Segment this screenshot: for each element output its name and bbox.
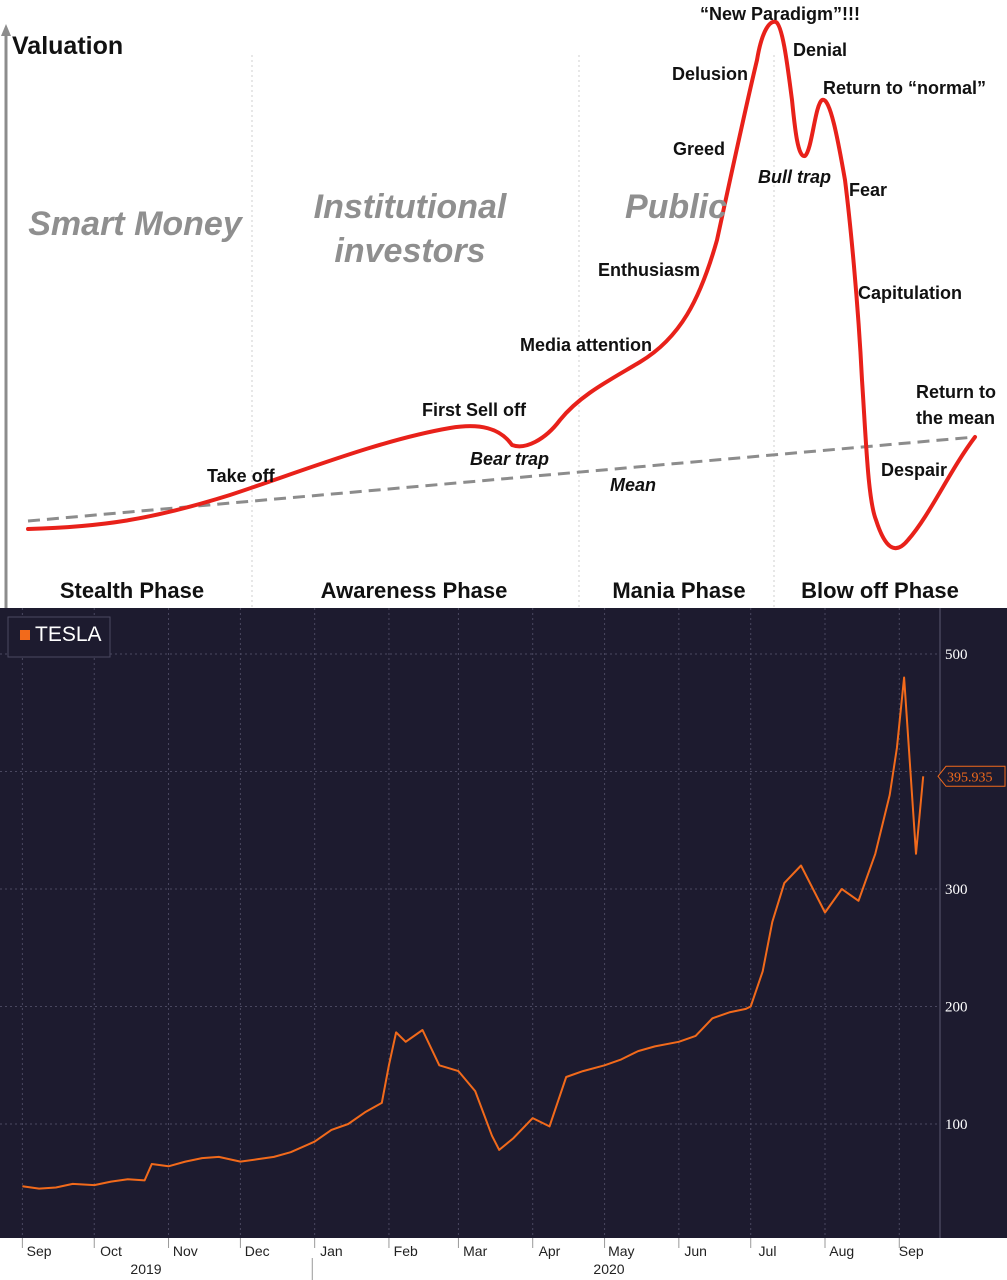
label-delusion: Delusion — [672, 64, 748, 84]
x-tick-label: Aug — [829, 1243, 854, 1259]
year-label: 2020 — [593, 1261, 624, 1277]
phase-label-blow-off: Blow off Phase — [801, 578, 959, 603]
y-tick-label: 300 — [945, 882, 968, 898]
crowd-label-smart-money: Smart Money — [28, 205, 244, 243]
x-tick-label: May — [608, 1243, 634, 1259]
y-tick-label: 500 — [945, 647, 968, 663]
year-label: 2019 — [130, 1261, 161, 1277]
tesla-price-chart: TESLA 100 200 300 500 395.935 Sep Oct Nov Dec J… — [0, 608, 1007, 1280]
last-value-label: 395.935 — [947, 770, 993, 785]
x-tick-label: Sep — [899, 1243, 924, 1259]
curve-annotations: Take off First Sell off Bear trap Media … — [207, 4, 996, 495]
x-tick-label: Jun — [684, 1243, 707, 1259]
label-take-off: Take off — [207, 466, 276, 486]
x-axis-strip — [0, 1238, 1007, 1280]
label-fear: Fear — [849, 180, 887, 200]
valuation-curve — [26, 19, 977, 551]
crowd-label-investors: investors — [334, 232, 485, 270]
label-greed: Greed — [673, 139, 725, 159]
last-value-marker: 395.935 — [937, 765, 1006, 787]
x-tick-label: Dec — [245, 1243, 270, 1259]
phase-label-awareness: Awareness Phase — [321, 578, 508, 603]
x-tick-label: Jul — [759, 1243, 777, 1259]
label-capitulation: Capitulation — [858, 283, 962, 303]
last-value-box — [937, 765, 1006, 787]
x-tick-label: Jan — [320, 1243, 343, 1259]
label-denial: Denial — [793, 40, 847, 60]
crowd-label-institutional: Institutional — [314, 188, 508, 226]
y-axis-label: Valuation — [12, 32, 123, 60]
x-tick-label: Sep — [27, 1243, 52, 1259]
label-media-attention: Media attention — [520, 335, 652, 355]
label-return-to-mean-line2: the mean — [916, 408, 995, 428]
phase-labels: Stealth Phase Awareness Phase Mania Phas… — [60, 578, 959, 603]
x-tick-label: Mar — [463, 1243, 487, 1259]
phase-label-stealth: Stealth Phase — [60, 578, 204, 603]
label-return-to-mean-line1: Return to — [916, 382, 996, 402]
label-despair: Despair — [881, 460, 947, 480]
legend-label: TESLA — [35, 623, 102, 646]
y-tick-label: 200 — [945, 1000, 968, 1016]
x-tick-label: Nov — [173, 1243, 198, 1259]
label-bull-trap: Bull trap — [758, 167, 831, 187]
x-tick-label: Feb — [394, 1243, 418, 1259]
legend-swatch — [20, 630, 30, 640]
tesla-price-line — [22, 676, 925, 1190]
y-tick-label: 100 — [945, 1117, 968, 1133]
grid — [0, 608, 941, 1238]
label-new-paradigm: “New Paradigm”!!! — [700, 4, 860, 24]
tesla-chart-svg: TESLA 100 200 300 500 395.935 Sep Oct Nov Dec J… — [0, 608, 1007, 1280]
crowd-label-public: Public — [625, 188, 727, 226]
label-mean: Mean — [610, 475, 656, 495]
y-axis-arrow-icon — [1, 24, 11, 36]
market-cycle-svg: Valuation Smart Money Institutional inve… — [1, 4, 996, 608]
x-tick-label: Oct — [100, 1243, 122, 1259]
x-tick-labels: Sep Oct Nov Dec Jan Feb Mar Apr May Jun Jul Aug Sep 2… — [21, 1238, 924, 1280]
market-cycle-chart: Valuation Smart Money Institutional inve… — [0, 0, 1007, 608]
label-enthusiasm: Enthusiasm — [598, 260, 700, 280]
y-tick-labels: 100 200 300 500 — [945, 647, 968, 1133]
label-return-to-normal: Return to “normal” — [823, 78, 986, 98]
label-bear-trap: Bear trap — [470, 449, 549, 469]
x-tick-label: Apr — [539, 1243, 561, 1259]
phase-label-mania: Mania Phase — [612, 578, 745, 603]
crowd-labels: Smart Money Institutional investors Publ… — [28, 188, 727, 270]
label-first-sell-off: First Sell off — [422, 400, 527, 420]
